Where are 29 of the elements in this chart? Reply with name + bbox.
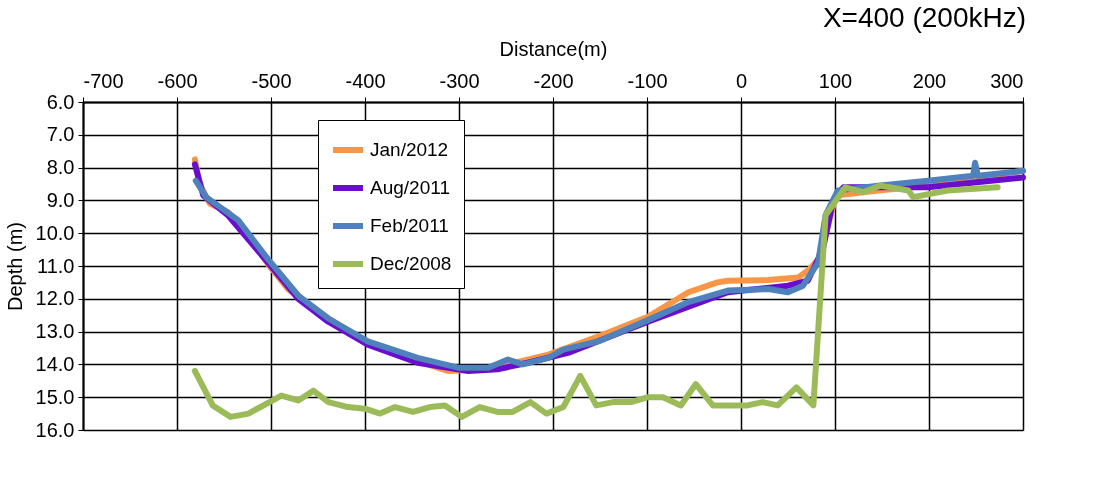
x-tick-label: 300 [990,69,1024,92]
legend-label: Jan/2012 [370,139,449,160]
y-tick-label: 10.0 [35,221,75,244]
legend-label: Dec/2008 [370,253,452,274]
y-tick-label: 16.0 [35,418,75,441]
y-tick-label: 14.0 [35,352,75,375]
x-tick-label: -100 [627,69,668,92]
y-tick-label: 13.0 [35,320,75,343]
y-tick-label: 11.0 [37,254,75,277]
x-tick-label: -200 [533,69,574,92]
y-tick-label: 8.0 [46,156,75,179]
x-tick-label: -500 [251,69,292,92]
y-tick-label: 12.0 [35,287,75,310]
legend-label: Feb/2011 [370,215,449,236]
x-tick-label: 100 [818,69,853,92]
x-tick-label: -600 [157,69,198,92]
y-tick-label: 9.0 [46,188,75,211]
x-tick-label: -400 [345,69,386,92]
chart-title: X=400 (200kHz) [822,2,1026,33]
x-tick-label: -700 [83,69,124,92]
x-tick-label: -300 [439,69,480,92]
y-tick-label: 6.0 [46,90,75,113]
x-axis-title: Distance(m) [499,37,608,60]
y-axis-title: Depth (m) [3,222,26,311]
y-tick-label: 15.0 [35,385,75,408]
legend-label: Aug/2011 [370,177,450,198]
y-tick-label: 7.0 [46,123,75,146]
x-tick-label: 0 [735,69,748,92]
x-tick-label: 200 [912,69,947,92]
